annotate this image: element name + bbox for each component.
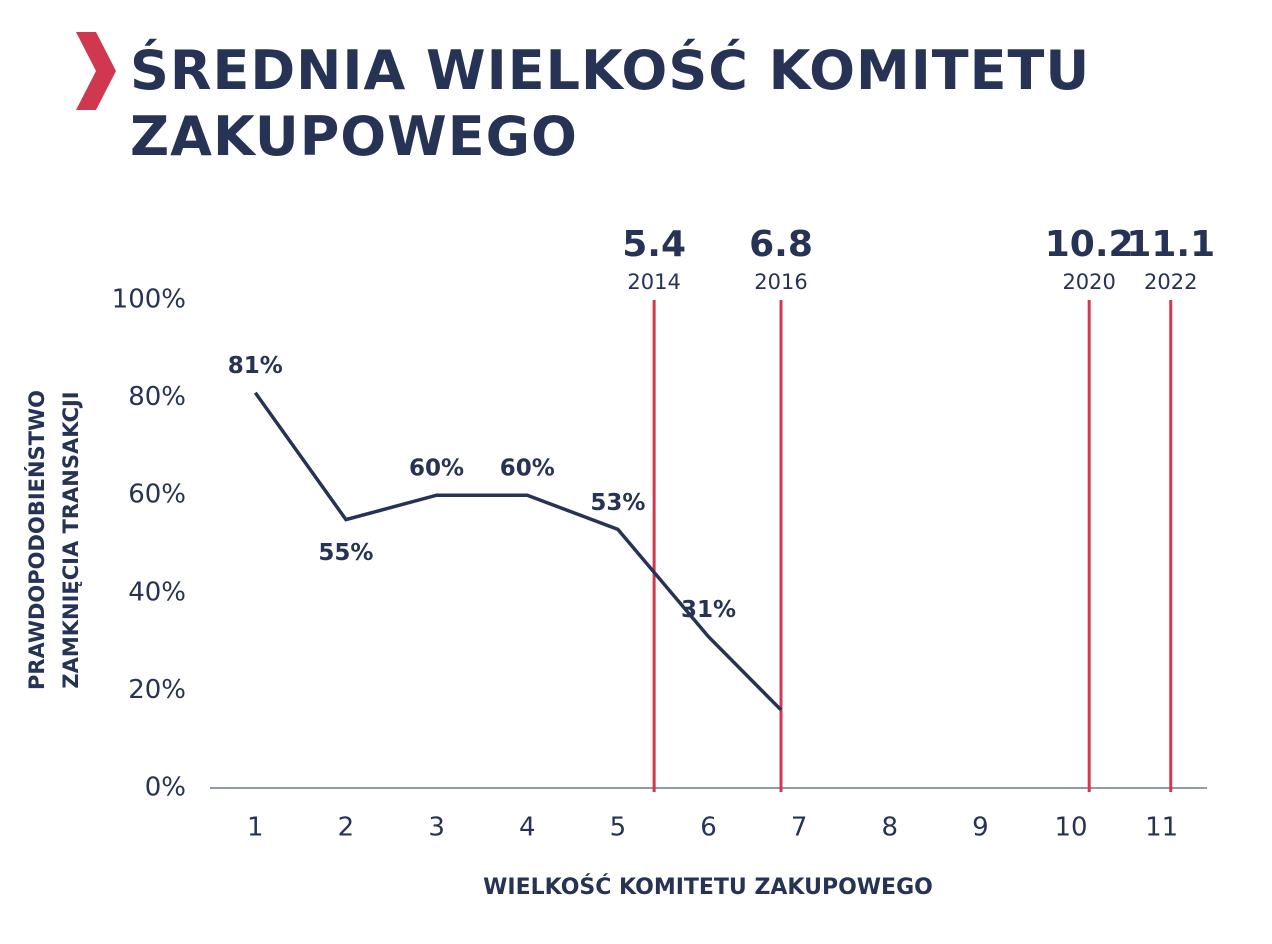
- x-tick-label: 3: [428, 813, 445, 843]
- data-label: 55%: [318, 540, 373, 566]
- x-tick-label: 8: [881, 813, 898, 843]
- x-axis-label: WIELKOŚĆ KOMITETU ZAKUPOWEGO: [483, 874, 933, 900]
- data-line: [253, 391, 783, 712]
- title-icon: [76, 32, 116, 110]
- y-tick-label: 100%: [112, 285, 186, 315]
- x-tick-label: 6: [700, 813, 717, 843]
- data-label: 81%: [228, 353, 283, 379]
- y-tick-label: 40%: [128, 577, 186, 607]
- data-label: 60%: [409, 456, 464, 482]
- x-tick-label: 10: [1054, 813, 1087, 843]
- x-tick-label: 5: [610, 813, 627, 843]
- data-label: 53%: [590, 490, 645, 516]
- reference-value: 11.1: [1126, 224, 1215, 265]
- y-tick-label: 60%: [128, 480, 186, 510]
- y-axis-label: ZAMKNIĘCIA TRANSAKCJI: [59, 391, 83, 688]
- x-tick-label: 7: [791, 813, 808, 843]
- reference-year: 2022: [1144, 270, 1197, 294]
- reference-year: 2020: [1062, 270, 1115, 294]
- reference-year: 2014: [627, 270, 680, 294]
- x-tick-label: 9: [972, 813, 989, 843]
- data-label: 31%: [681, 597, 736, 623]
- y-tick-label: 80%: [128, 382, 186, 412]
- data-label: 60%: [500, 456, 555, 482]
- x-tick-label: 2: [338, 813, 355, 843]
- chart-title: ŚREDNIA WIELKOŚĆ KOMITETU ZAKUPOWEGO: [130, 39, 1091, 168]
- reference-year: 2016: [754, 270, 807, 294]
- y-tick-label: 0%: [145, 773, 186, 803]
- x-tick-label: 1: [247, 813, 264, 843]
- y-tick-label: 20%: [128, 675, 186, 705]
- reference-value: 10.2: [1045, 224, 1134, 265]
- reference-value: 6.8: [749, 224, 813, 265]
- reference-value: 5.4: [622, 224, 686, 265]
- y-axis-label: PRAWDOPODOBIEŃSTWO: [24, 390, 49, 690]
- x-tick-label: 4: [519, 813, 536, 843]
- x-tick-label: 11: [1145, 813, 1178, 843]
